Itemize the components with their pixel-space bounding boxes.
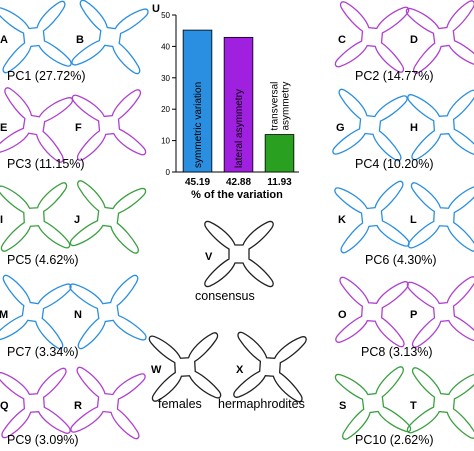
bar-category-label-1: symmetric variation [193, 82, 204, 168]
caption-consensus: consensus [195, 289, 255, 303]
shape-letter-t: T [410, 400, 417, 412]
shape-panel-t: T [406, 366, 474, 440]
shape-letter-g: G [336, 122, 345, 134]
shape-panel-m: M [0, 274, 72, 350]
shape-letter-r: R [74, 400, 82, 412]
y-tick-label: 50 [161, 11, 170, 20]
outline-shape-x [233, 331, 307, 403]
shape-letter-e: E [0, 122, 7, 134]
shape-panel-b: B [71, 0, 149, 75]
shape-panel-e: E [0, 86, 74, 164]
bars: 45.19 symmetric variation 42.88 lateral asy… [182, 29, 295, 188]
shape-panel-d: D [405, 0, 474, 75]
shape-letter-d: D [410, 34, 418, 46]
shape-letter-j: J [74, 214, 80, 226]
x-axis-label: % of the variation [191, 189, 283, 201]
shape-panel-h: H [407, 89, 474, 161]
outline-shape-s [334, 365, 412, 441]
outline-shape-i [0, 182, 71, 252]
bar-value-label-2: 42.88 [226, 177, 251, 188]
bar-value-label-3: 11.93 [267, 177, 292, 188]
shape-letter-m: M [0, 309, 8, 321]
bar-category-label-2: lateral asymmetry [234, 89, 245, 168]
shape-letter-b: B [76, 34, 84, 46]
outline-shape-t [406, 366, 474, 440]
chart-panel-label: U [152, 3, 160, 15]
bar-category-label-3: asymmetry [281, 82, 292, 131]
y-tick-label: 30 [161, 74, 170, 83]
shape-letter-x: X [236, 364, 244, 376]
caption-pc6: PC6 (4.30%) [365, 253, 437, 267]
y-tick-label: 40 [161, 42, 170, 51]
shape-panel-c: C [334, 0, 410, 74]
caption-pc9: PC9 (3.09%) [7, 433, 79, 447]
caption-pc2: PC2 (14.77%) [355, 69, 434, 83]
shape-letter-c: C [338, 34, 346, 46]
shape-panel-j: J [69, 179, 147, 255]
caption-pc5: PC5 (4.62%) [7, 253, 79, 267]
shape-panel-a: A [0, 0, 72, 74]
caption-pc7: PC7 (3.34%) [7, 345, 79, 359]
caption-females: females [158, 397, 202, 411]
outline-shape-q [0, 367, 71, 439]
shape-panel-s: S [334, 365, 412, 441]
caption-pc8: PC8 (3.13%) [361, 345, 433, 359]
caption-pc3: PC3 (11.15%) [7, 157, 85, 171]
bar-1 [182, 29, 213, 173]
shape-panel-v: V [204, 220, 274, 288]
shape-panel-o: O [335, 276, 409, 348]
outline-shape-j [69, 179, 147, 255]
bar-chart: U 0 10 20 30 40 50 45.19 symmetric variation 42… [152, 3, 299, 201]
outline-shape-a [0, 0, 72, 74]
shape-letter-i: I [0, 214, 3, 226]
bar-3 [264, 134, 295, 173]
shape-letter-n: N [74, 309, 82, 321]
shape-letter-p: P [410, 309, 417, 321]
caption-pc1: PC1 (27.72%) [7, 69, 86, 83]
shape-letter-a: A [0, 34, 8, 46]
y-tick-label: 10 [161, 137, 170, 146]
y-tick-label: 0 [166, 168, 171, 177]
shape-panel-l: L [407, 182, 474, 252]
shape-letter-l: L [410, 214, 417, 226]
outline-shape-e [0, 86, 74, 164]
caption-hermaphrodites: hermaphrodites [218, 397, 305, 411]
shape-panel-k: K [334, 180, 410, 254]
outline-shape-f [71, 88, 147, 162]
caption-pc10: PC10 (2.62%) [355, 433, 434, 447]
shape-letter-w: W [151, 364, 162, 376]
outline-shape-o [335, 276, 409, 348]
shape-panels: A B C D E F G H I J K L M N O P Q R S T V W X [0, 0, 474, 441]
shape-letter-s: S [339, 400, 346, 412]
bar-2 [223, 36, 254, 173]
shape-letter-k: K [338, 214, 346, 226]
outline-shape-l [407, 182, 474, 252]
outline-shape-m [0, 274, 72, 350]
shape-panel-x: X [233, 331, 307, 403]
shape-panel-p: P [406, 275, 474, 349]
shape-panel-q: Q [0, 367, 71, 439]
shape-panel-w: W [148, 332, 222, 402]
bar-value-label-1: 45.19 [185, 177, 210, 188]
caption-pc4: PC4 (10.20%) [355, 157, 434, 171]
shape-letter-f: F [75, 122, 82, 134]
bar-category-label-3: transversal [270, 82, 281, 131]
shape-letter-v: V [205, 251, 213, 263]
shape-panel-g: G [332, 88, 408, 162]
shape-letter-h: H [410, 122, 418, 134]
outline-shape-c [334, 0, 410, 74]
shape-panel-n: N [69, 274, 147, 350]
y-tick-label: 20 [161, 105, 170, 114]
outline-shape-v [204, 220, 274, 288]
shape-letter-o: O [338, 309, 347, 321]
shape-panel-r: R [70, 366, 146, 440]
shape-panel-f: F [71, 88, 147, 162]
shape-letter-q: Q [0, 400, 9, 412]
shape-panel-i: I [0, 182, 71, 252]
